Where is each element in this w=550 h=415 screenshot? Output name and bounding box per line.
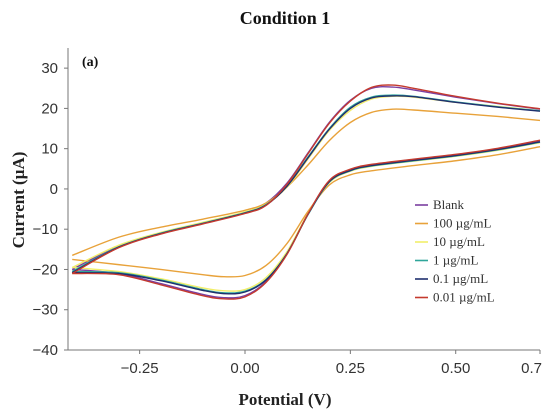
y-axis-title: Current (µA): [9, 152, 28, 249]
series-forward-scan-5: [71, 84, 541, 275]
x-tick-label: −0.25: [121, 360, 159, 377]
y-tick-label: 0: [50, 181, 58, 198]
series-reverse-scan-1: [72, 145, 541, 278]
series-forward-scan-1: [71, 108, 541, 257]
x-ticks: −0.25 0.00 0.25 0.50 0.7: [121, 350, 542, 377]
legend-label: 1 µg/mL: [433, 253, 478, 268]
y-tick-label: 20: [41, 100, 58, 117]
x-tick-label: 0.25: [336, 360, 365, 377]
y-tick-label: 10: [41, 141, 58, 158]
y-tick-label: 30: [41, 60, 58, 77]
legend-label: 0.01 µg/mL: [433, 290, 495, 305]
cv-curves: [71, 84, 541, 300]
y-ticks: 30 20 10 0 −10 −20 −30 −40: [33, 60, 68, 359]
x-tick-label: 0.50: [441, 360, 470, 377]
legend-label: Blank: [433, 197, 465, 212]
x-axis-title: Potential (V): [238, 390, 331, 409]
x-tick-label: 0.00: [230, 360, 259, 377]
y-tick-label: −20: [33, 261, 58, 278]
series-reverse-scan-5: [72, 139, 541, 300]
y-tick-label: −40: [33, 342, 58, 359]
panel-label: (a): [82, 55, 99, 70]
y-tick-label: −30: [33, 302, 58, 319]
legend-label: 10 µg/mL: [433, 234, 485, 249]
legend-label: 100 µg/mL: [433, 216, 491, 231]
legend-label: 0.1 µg/mL: [433, 271, 488, 286]
legend: Blank 100 µg/mL 10 µg/mL 1 µg/mL 0.1 µg/mL 0.…: [415, 197, 495, 305]
x-tick-label: 0.7: [521, 360, 542, 377]
chart-title: Condition 1: [240, 8, 331, 28]
y-tick-label: −10: [33, 221, 58, 238]
